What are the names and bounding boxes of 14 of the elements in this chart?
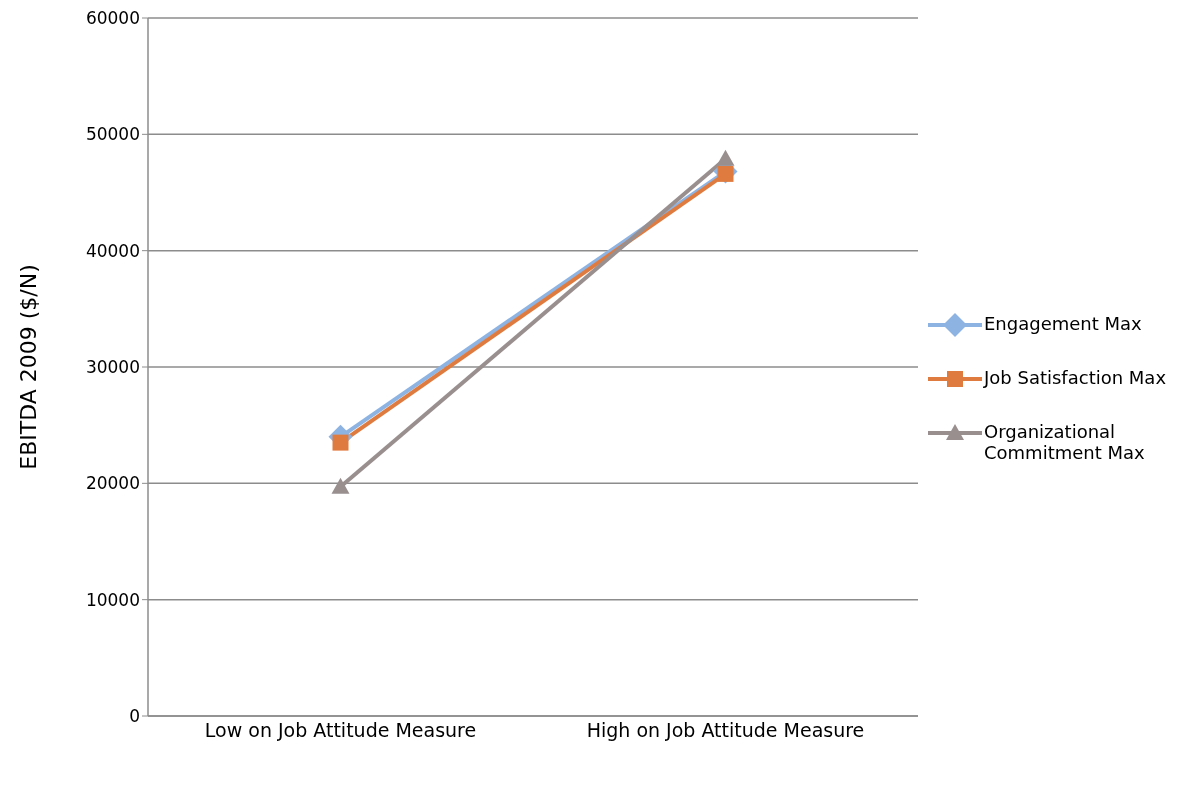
y-tick-label: 40000 [85,240,140,261]
y-tick-label: 20000 [85,473,140,494]
point [332,434,349,451]
y-tick-label: 30000 [85,357,140,378]
y-tick-label: 50000 [85,124,140,145]
legend-label: Organizational Commitment Max [984,421,1146,463]
x-tick-label: Low on Job Attitude Measure [204,719,477,742]
legend-label: Job Satisfaction Max [984,367,1167,388]
y-tick-label: 60000 [85,8,140,29]
legend-label: Engagement Max [984,313,1142,334]
y-tick-label: 0 [129,706,140,727]
y-tick-label: 10000 [85,589,140,610]
x-tick-label: High on Job Attitude Measure [586,719,865,742]
y-axis-title: EBITDA 2009 ($/N) [15,264,41,470]
